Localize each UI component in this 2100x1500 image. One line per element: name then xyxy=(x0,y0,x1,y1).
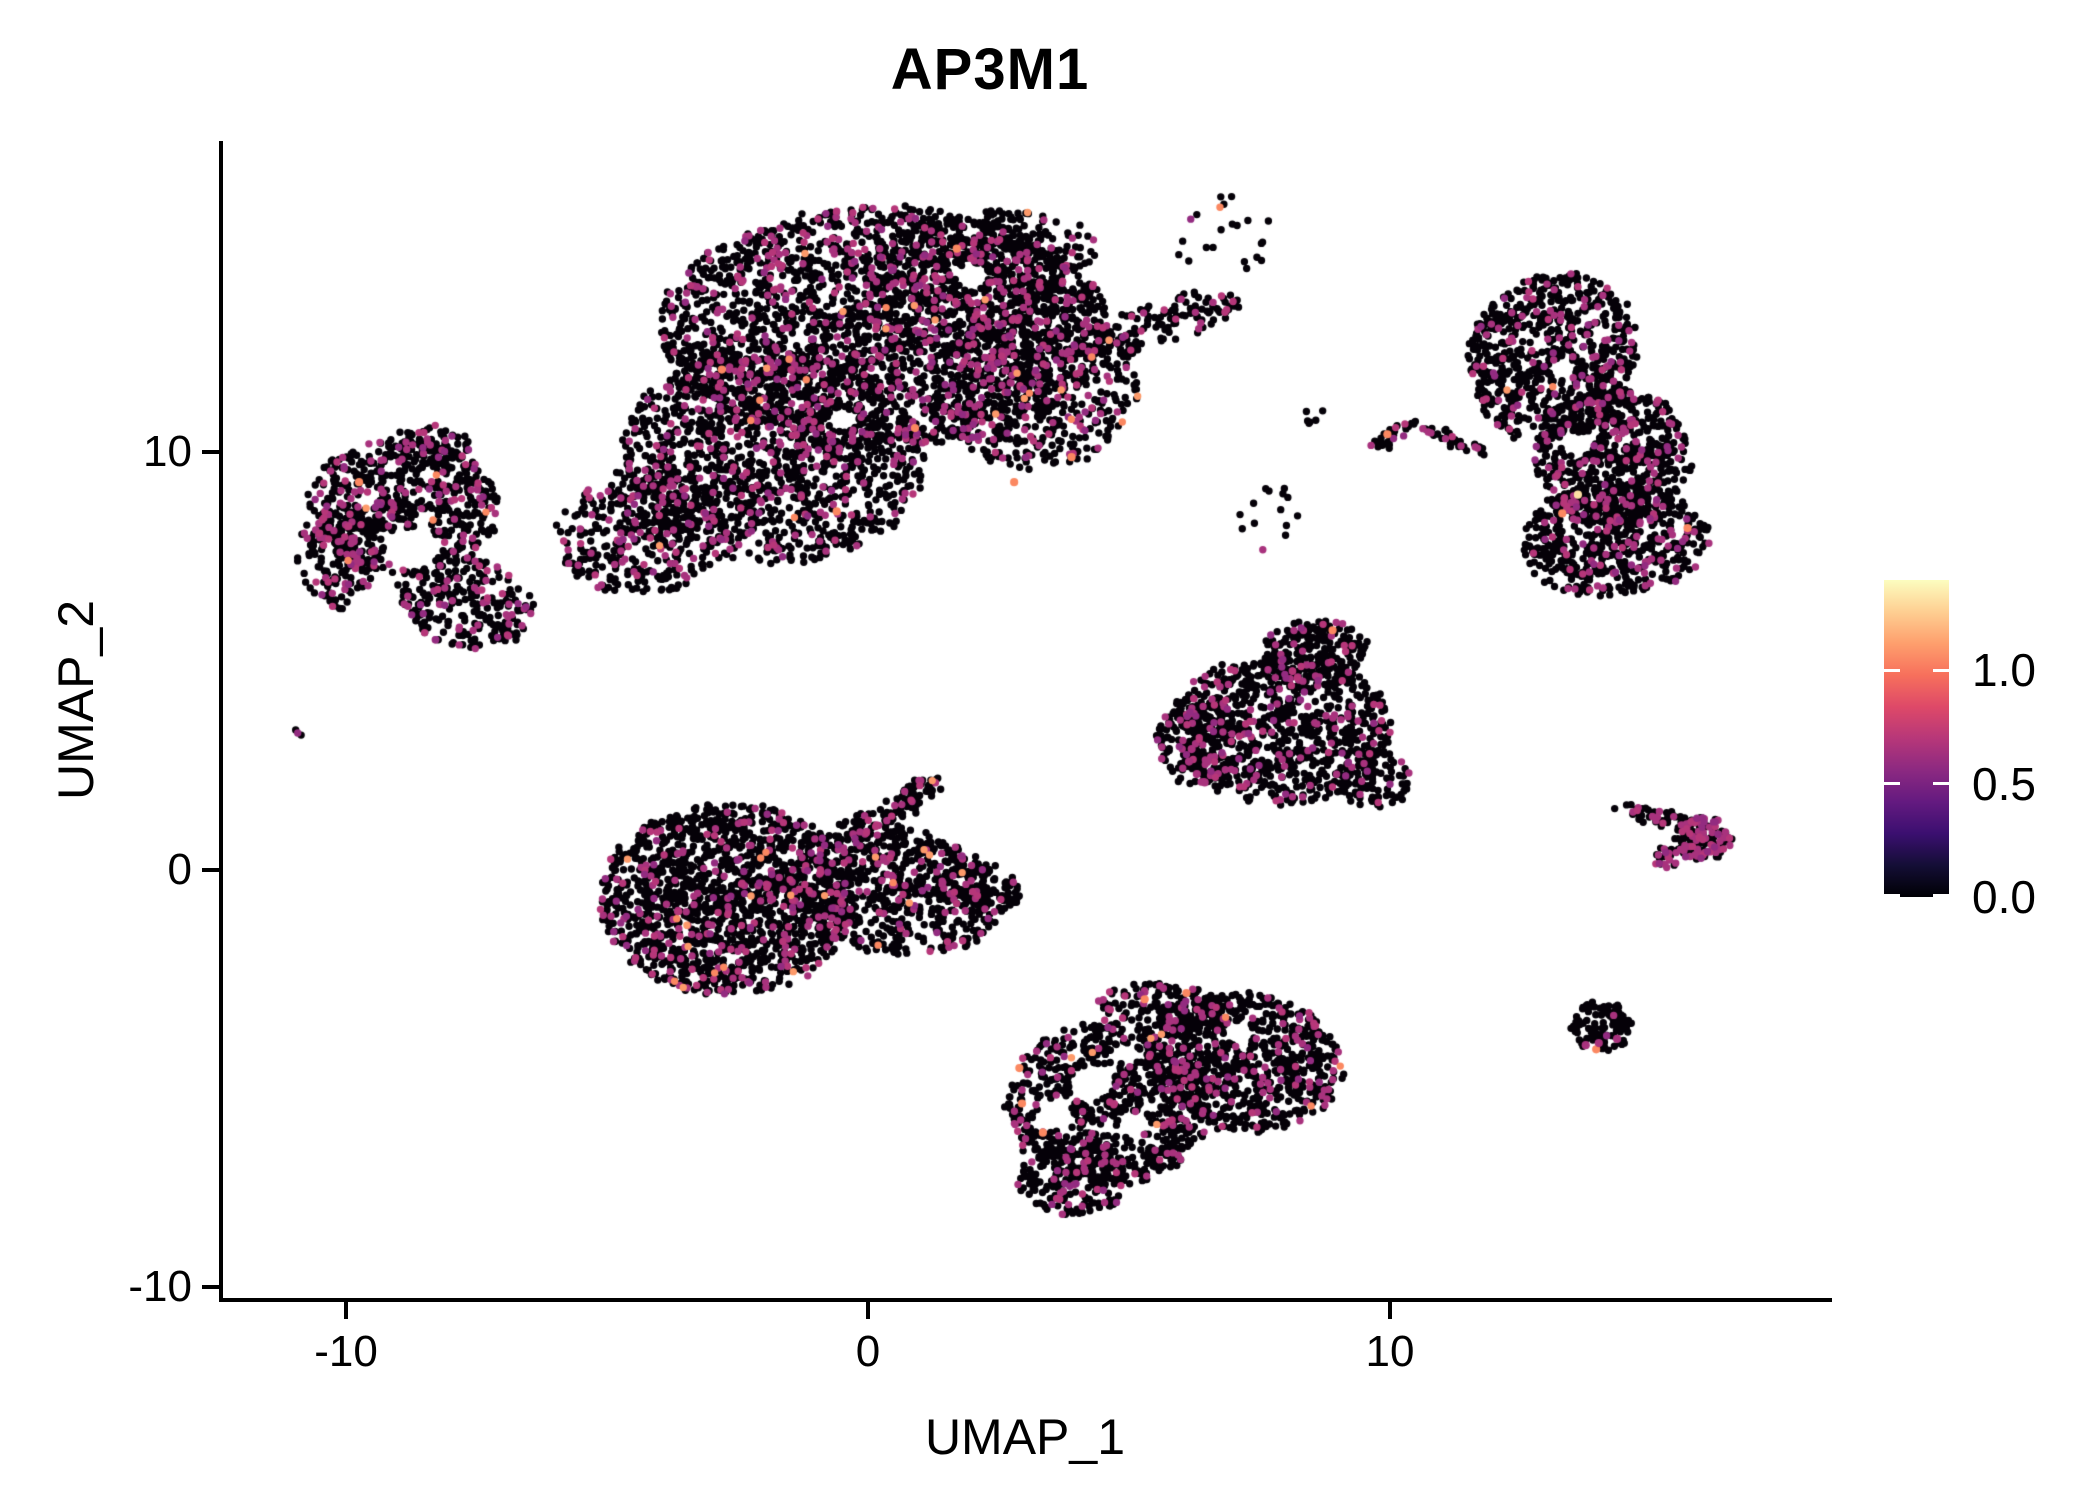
y-axis-label: UMAP_2 xyxy=(48,599,104,801)
y-tick-label-10: 10 xyxy=(143,427,192,476)
x-tick-mark-10 xyxy=(1388,1302,1392,1319)
y-tick-mark-0 xyxy=(202,868,219,872)
y-tick-mark-neg10 xyxy=(202,1285,219,1289)
x-axis-label: UMAP_1 xyxy=(924,1409,1126,1465)
colorbar-tick-mark-0.5-left xyxy=(1884,782,1900,785)
colorbar-tick-mark-0.5-right xyxy=(1933,782,1949,785)
colorbar-tick-label-0.0: 0.0 xyxy=(1972,871,2036,923)
colorbar-tick-mark-1.0-right xyxy=(1933,669,1949,672)
y-tick-label-0: 0 xyxy=(167,845,192,894)
y-axis-line xyxy=(219,141,223,1302)
colorbar-tick-label-1.0: 1.0 xyxy=(1972,644,2036,696)
x-tick-mark-0 xyxy=(866,1302,870,1319)
x-tick-label-neg10: -10 xyxy=(314,1327,378,1376)
x-tick-label-10: 10 xyxy=(1365,1327,1415,1376)
colorbar-tick-mark-1.0-left xyxy=(1884,669,1900,672)
colorbar-tick-label-0.5: 0.5 xyxy=(1972,758,2036,810)
plot-title: AP3M1 xyxy=(890,37,1090,102)
colorbar-tick-mark-0.0-left xyxy=(1884,894,1900,897)
colorbar-tick-mark-0.0-right xyxy=(1933,894,1949,897)
colorbar-gradient xyxy=(1884,580,1949,897)
y-tick-label-neg10: -10 xyxy=(128,1262,192,1311)
x-axis-line xyxy=(219,1298,1832,1302)
x-tick-mark-neg10 xyxy=(344,1302,348,1319)
x-tick-label-0: 0 xyxy=(855,1327,881,1376)
y-tick-mark-10 xyxy=(202,450,219,454)
